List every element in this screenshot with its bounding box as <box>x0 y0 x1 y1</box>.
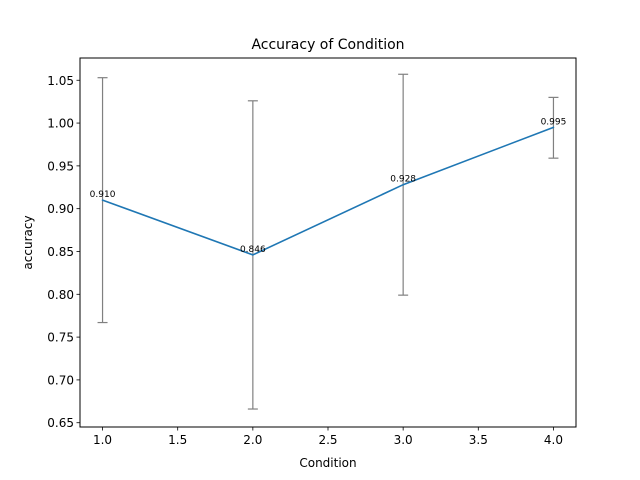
x-axis-ticks: 1.0 1.5 2.0 2.5 3.0 3.5 4.0 <box>93 427 563 447</box>
data-value-label: 0.928 <box>390 175 416 185</box>
y-tick-label: 1.00 <box>47 117 74 131</box>
x-axis-label: Condition <box>299 456 356 470</box>
data-value-label: 0.910 <box>90 190 116 200</box>
chart-title: Accuracy of Condition <box>251 37 404 53</box>
x-tick-label: 1.0 <box>93 433 112 447</box>
data-point <box>552 126 555 129</box>
y-tick-label: 0.90 <box>47 202 74 216</box>
data-point <box>252 254 254 256</box>
x-tick-label: 2.5 <box>318 433 337 447</box>
y-tick-label: 0.65 <box>47 416 74 430</box>
x-tick-label: 3.5 <box>469 433 488 447</box>
x-tick-label: 4.0 <box>544 433 563 447</box>
data-point <box>101 199 104 201</box>
data-point <box>402 183 404 186</box>
series-line <box>102 126 554 256</box>
x-tick-label: 2.0 <box>243 433 262 447</box>
y-tick-label: 0.75 <box>47 331 74 345</box>
y-axis-ticks: 0.65 0.70 0.75 0.80 0.85 0.90 0.95 1.00 1.05 <box>47 74 80 430</box>
y-tick-label: 0.85 <box>47 245 74 259</box>
plot-area: 0.910 0.846 0.928 0.995 <box>90 73 567 410</box>
data-value-label: 0.995 <box>541 117 567 127</box>
x-tick-label: 3.0 <box>394 433 413 447</box>
y-axis-label: accuracy <box>21 215 35 269</box>
y-tick-label: 1.05 <box>47 74 74 88</box>
x-tick-label: 1.5 <box>168 433 187 447</box>
y-tick-label: 0.70 <box>47 373 74 387</box>
data-value-label: 0.846 <box>240 245 266 255</box>
y-tick-label: 0.80 <box>47 288 74 302</box>
y-tick-label: 0.95 <box>47 159 74 173</box>
